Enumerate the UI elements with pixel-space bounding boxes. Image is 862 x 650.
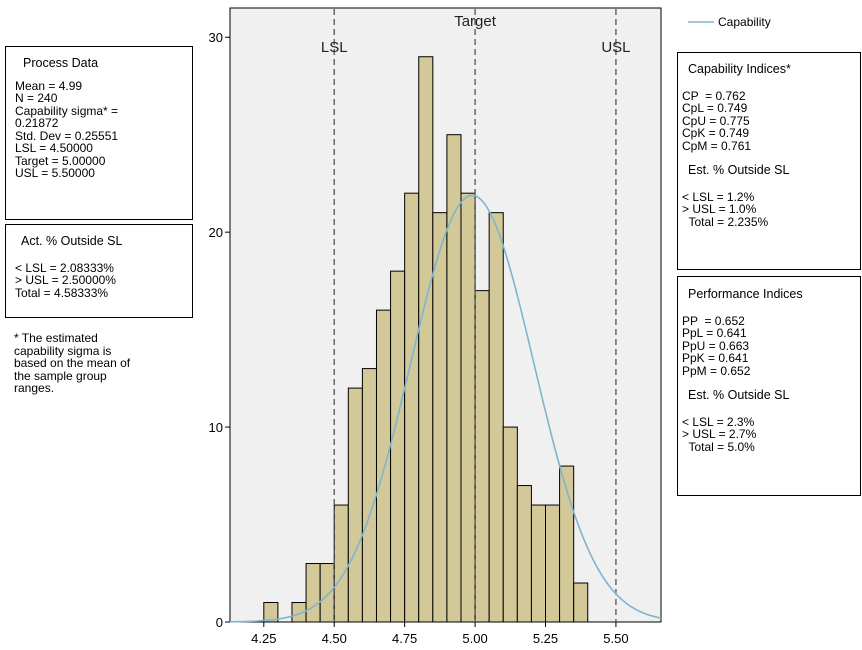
- performance-est-outside-title: Est. % Outside SL: [688, 388, 790, 402]
- x-tick-label: 5.25: [533, 631, 558, 646]
- performance-est-line: > USL = 2.7%: [682, 427, 757, 441]
- capability-index-line: CpU = 0.775: [682, 113, 750, 128]
- capability-indices-title: Capability Indices*: [688, 62, 791, 76]
- y-tick-label: 0: [216, 615, 223, 630]
- histogram-bar: [460, 192, 476, 623]
- actual-outside-panel: Act. % Outside SL < LSL = 2.08333% > USL…: [5, 224, 193, 318]
- capability-est-line: Total = 2.235%: [682, 214, 769, 229]
- process-data-line: Capability sigma* =: [15, 103, 119, 118]
- histogram-bar: [516, 485, 532, 623]
- reference-label-usl: USL: [601, 39, 630, 56]
- capability-est-outside-title: Est. % Outside SL: [688, 163, 790, 177]
- capability-index-line: CP = 0.762: [682, 88, 746, 103]
- histogram-bar: [263, 602, 279, 623]
- footnote-line: * The estimated: [14, 331, 98, 345]
- process-data-line: N = 240: [15, 91, 58, 105]
- y-tick-label: 30: [209, 30, 223, 45]
- process-data-line: 0.21872: [15, 116, 59, 130]
- histogram-bar: [530, 504, 547, 623]
- x-tick-label: 4.25: [251, 631, 276, 646]
- actual-outside-line: Total = 4.58333%: [15, 285, 109, 300]
- histogram-bar: [418, 56, 434, 623]
- capability-index-line: CpK = 0.749: [682, 126, 750, 140]
- histogram-bar: [390, 270, 406, 623]
- histogram-bar: [545, 504, 561, 623]
- performance-indices-panel: Performance Indices PP = 0.652 PpL = 0.6…: [677, 276, 861, 496]
- process-data-line: Std. Dev = 0.25551: [15, 128, 119, 143]
- process-data-line: USL = 5.50000: [15, 166, 95, 180]
- histogram-bar: [347, 387, 363, 623]
- histogram-bar: [375, 309, 392, 623]
- legend-capability-label: Capability: [718, 15, 771, 29]
- capability-index-line: CpM = 0.761: [682, 138, 752, 153]
- histogram-bar: [319, 563, 335, 623]
- performance-index-line: PP = 0.652: [682, 313, 745, 328]
- x-tick-label: 4.75: [392, 631, 417, 646]
- capability-sigma-footnote: * The estimated capability sigma is base…: [14, 332, 130, 395]
- footnote-line: the sample group: [14, 368, 107, 383]
- performance-est-line: < LSL = 2.3%: [682, 414, 755, 429]
- process-data-title: Process Data: [23, 56, 99, 70]
- performance-index-line: PpU = 0.663: [682, 338, 750, 353]
- footnote-line: based on the mean of: [14, 356, 131, 370]
- actual-outside-line: > USL = 2.50000%: [15, 273, 116, 287]
- actual-outside-title: Act. % Outside SL: [21, 234, 123, 248]
- histogram-bar: [333, 504, 349, 623]
- reference-label-lsl: LSL: [321, 39, 348, 56]
- x-tick-label: 5.50: [603, 631, 628, 646]
- histogram-bar: [361, 368, 377, 623]
- x-tick-label: 4.50: [322, 631, 347, 646]
- histogram-bar: [502, 426, 518, 623]
- capability-est-line: > USL = 1.0%: [682, 202, 757, 216]
- capability-curve: [229, 194, 662, 623]
- reference-label-target: Target: [454, 13, 497, 30]
- histogram-bar: [432, 212, 448, 623]
- capability-indices-panel: Capability Indices* CP = 0.762 CpL = 0.7…: [677, 52, 861, 270]
- histogram-bar: [559, 465, 575, 623]
- performance-est-line: Total = 5.0%: [682, 439, 755, 454]
- performance-indices-title: Performance Indices: [688, 287, 803, 301]
- histogram-bar: [488, 212, 504, 623]
- performance-index-line: PpM = 0.652: [682, 363, 751, 378]
- chart-legend: Capability: [688, 15, 771, 29]
- footnote-line: ranges.: [14, 381, 55, 395]
- histogram-bar: [305, 563, 321, 623]
- performance-index-line: PpK = 0.641: [682, 351, 749, 365]
- histogram-bar: [446, 134, 462, 623]
- process-data-line: Target = 5.00000: [15, 153, 106, 168]
- process-data-line: LSL = 4.50000: [15, 141, 93, 155]
- y-tick-label: 10: [209, 420, 223, 435]
- histogram-bar: [404, 192, 420, 623]
- performance-index-line: PpL = 0.641: [682, 326, 747, 340]
- x-tick-label: 5.00: [462, 631, 487, 646]
- footnote-line: capability sigma is: [14, 343, 112, 358]
- histogram-bar: [474, 290, 490, 623]
- actual-outside-line: < LSL = 2.08333%: [15, 260, 114, 275]
- histogram-bar: [573, 582, 589, 623]
- process-data-panel: Process Data Mean = 4.99 N = 240 Capabil…: [5, 46, 193, 220]
- capability-est-line: < LSL = 1.2%: [682, 189, 755, 204]
- capability-index-line: CpL = 0.749: [682, 101, 748, 115]
- process-data-line: Mean = 4.99: [15, 78, 83, 93]
- y-tick-label: 20: [209, 225, 223, 240]
